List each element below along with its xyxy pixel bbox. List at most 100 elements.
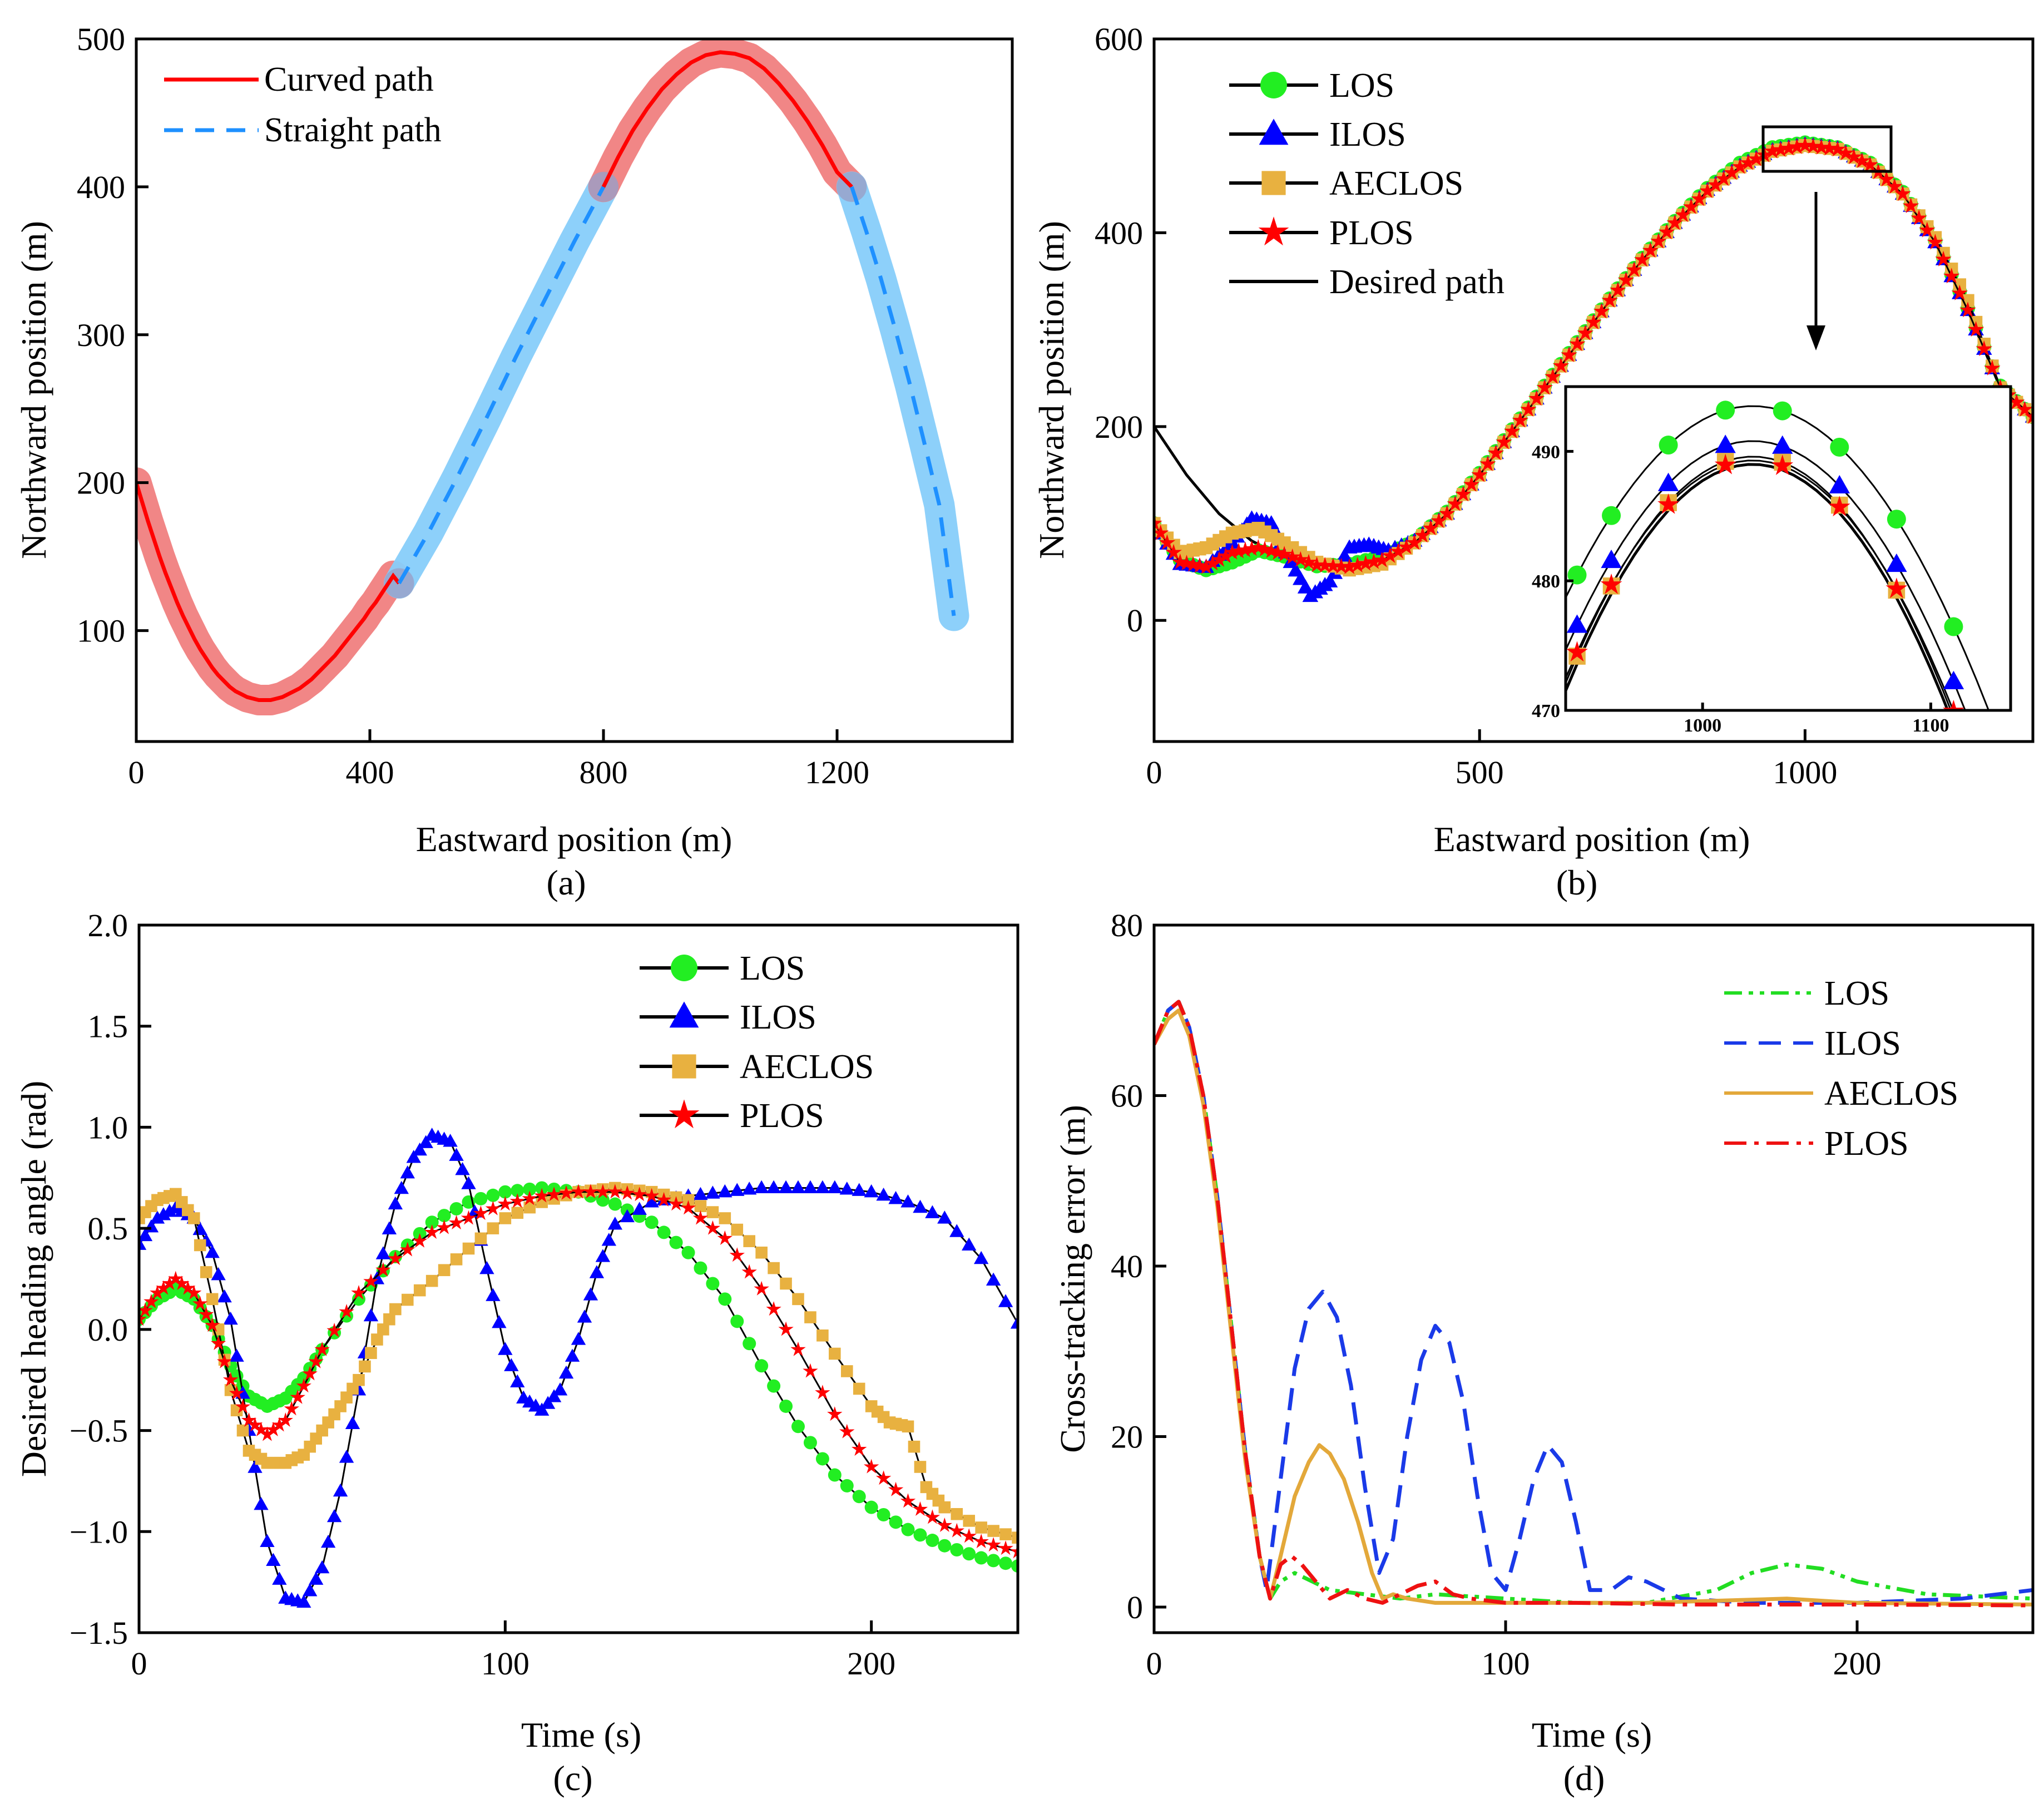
marker-ilos (205, 1244, 220, 1258)
marker-plos (986, 1537, 1001, 1552)
marker-ilos (595, 1249, 611, 1262)
marker-plos (1224, 543, 1241, 560)
legend-marker (1260, 72, 1287, 98)
panel-d-plot (1154, 1000, 2033, 1608)
marker-plos (192, 1296, 208, 1311)
marker-los (523, 1182, 537, 1196)
marker-plos (1845, 148, 1862, 165)
marker-plos (1959, 302, 1976, 318)
marker-los (681, 1246, 695, 1259)
marker-ilos (925, 1205, 940, 1218)
x-tick-label: 1000 (1773, 754, 1837, 790)
panel-b-xlabel: Eastward position (m) (1434, 819, 1750, 859)
marker-plos (1365, 553, 1382, 569)
path-line-curved (601, 50, 853, 189)
y-tick-label: 500 (77, 21, 125, 57)
marker-plos (1217, 547, 1234, 564)
marker-aeclos (425, 1274, 438, 1287)
x-tick-label: 400 (346, 754, 394, 790)
marker-los (815, 1452, 829, 1466)
marker-ilos (363, 1308, 379, 1322)
legend-label: LOS (740, 950, 805, 987)
inset-marker-plos (1657, 493, 1679, 514)
marker-plos (644, 1188, 660, 1203)
marker-aeclos (902, 1420, 914, 1433)
path-band-curved (136, 467, 414, 715)
inset-marker-plos (1828, 496, 1850, 517)
marker-plos (815, 1385, 830, 1400)
marker-plos (1431, 512, 1447, 528)
marker-plos (216, 1353, 232, 1368)
marker-ilos (139, 1237, 147, 1250)
marker-aeclos (511, 1207, 524, 1219)
marker-ilos (486, 1288, 501, 1301)
marker-los (596, 1193, 610, 1207)
marker-plos (1341, 558, 1358, 574)
marker-los (486, 1188, 500, 1202)
marker-plos (1796, 137, 1814, 153)
marker-plos (1545, 368, 1561, 384)
marker-plos (729, 1247, 745, 1262)
marker-plos (1813, 139, 1830, 155)
marker-plos (875, 1470, 892, 1485)
marker-ilos (790, 1180, 806, 1194)
marker-plos (973, 1534, 989, 1549)
legend-label: AECLOS (1329, 165, 1463, 202)
marker-aeclos (187, 1212, 200, 1224)
marker-plos (1951, 284, 1968, 300)
marker-plos (143, 1293, 159, 1308)
marker-plos (852, 1441, 867, 1456)
marker-aeclos (401, 1293, 414, 1306)
marker-aeclos (816, 1329, 829, 1342)
marker-aeclos (139, 1212, 145, 1224)
inset-marker-los (1830, 437, 1849, 457)
marker-ilos (839, 1182, 854, 1195)
marker-plos (1626, 261, 1642, 278)
marker-los (755, 1359, 769, 1373)
marker-ilos (223, 1311, 238, 1325)
marker-ilos (601, 1233, 617, 1246)
marker-plos (2025, 408, 2033, 424)
marker-ilos (644, 1194, 659, 1208)
marker-plos (412, 1233, 428, 1248)
marker-ilos (571, 1332, 586, 1345)
x-tick-label: 1100 (1912, 715, 1949, 736)
marker-aeclos (462, 1242, 475, 1255)
marker-ilos (577, 1309, 592, 1323)
marker-los (828, 1468, 842, 1482)
marker-plos (1568, 335, 1586, 352)
marker-plos (1911, 209, 1927, 225)
marker-ilos (296, 1594, 311, 1608)
marker-aeclos (383, 1313, 395, 1326)
y-tick-label: 1.0 (88, 1109, 128, 1145)
y-tick-label: 400 (77, 169, 125, 205)
inset-plot: 1000 1100 470 480 490 (1532, 385, 2012, 736)
inset-marker-plos (1566, 641, 1588, 662)
marker-ilos (766, 1180, 781, 1194)
zoom-arrow (1807, 192, 1825, 350)
marker-plos (1325, 557, 1342, 574)
marker-plos (522, 1190, 537, 1205)
marker-plos (241, 1412, 257, 1427)
panel-a-ylabel: Northward position (m) (14, 221, 53, 559)
marker-ilos (406, 1150, 421, 1163)
marker-ilos (498, 1342, 513, 1355)
marker-ilos (254, 1497, 269, 1510)
marker-aeclos (743, 1235, 756, 1247)
y-tick-label: 80 (1111, 907, 1143, 943)
marker-plos (1512, 412, 1529, 428)
marker-los (840, 1479, 854, 1492)
marker-plos (265, 1422, 281, 1436)
marker-plos (1829, 141, 1846, 157)
marker-ilos (248, 1460, 263, 1473)
marker-plos (1471, 466, 1488, 482)
marker-plos (448, 1215, 464, 1230)
panel-b-plot (1154, 135, 2033, 602)
marker-ilos (1337, 547, 1353, 562)
panel-c: 0 100 200 2.0 1.5 1.0 0.5 0.0 −0.5 −1.0 −1.5 LOS IL… (14, 907, 1019, 1798)
x-tick-label: 1000 (1684, 715, 1721, 736)
series-line-ilos (139, 1134, 1018, 1604)
panel-a-frame (135, 37, 1014, 743)
marker-plos (375, 1262, 391, 1277)
marker-ilos (139, 1228, 153, 1242)
